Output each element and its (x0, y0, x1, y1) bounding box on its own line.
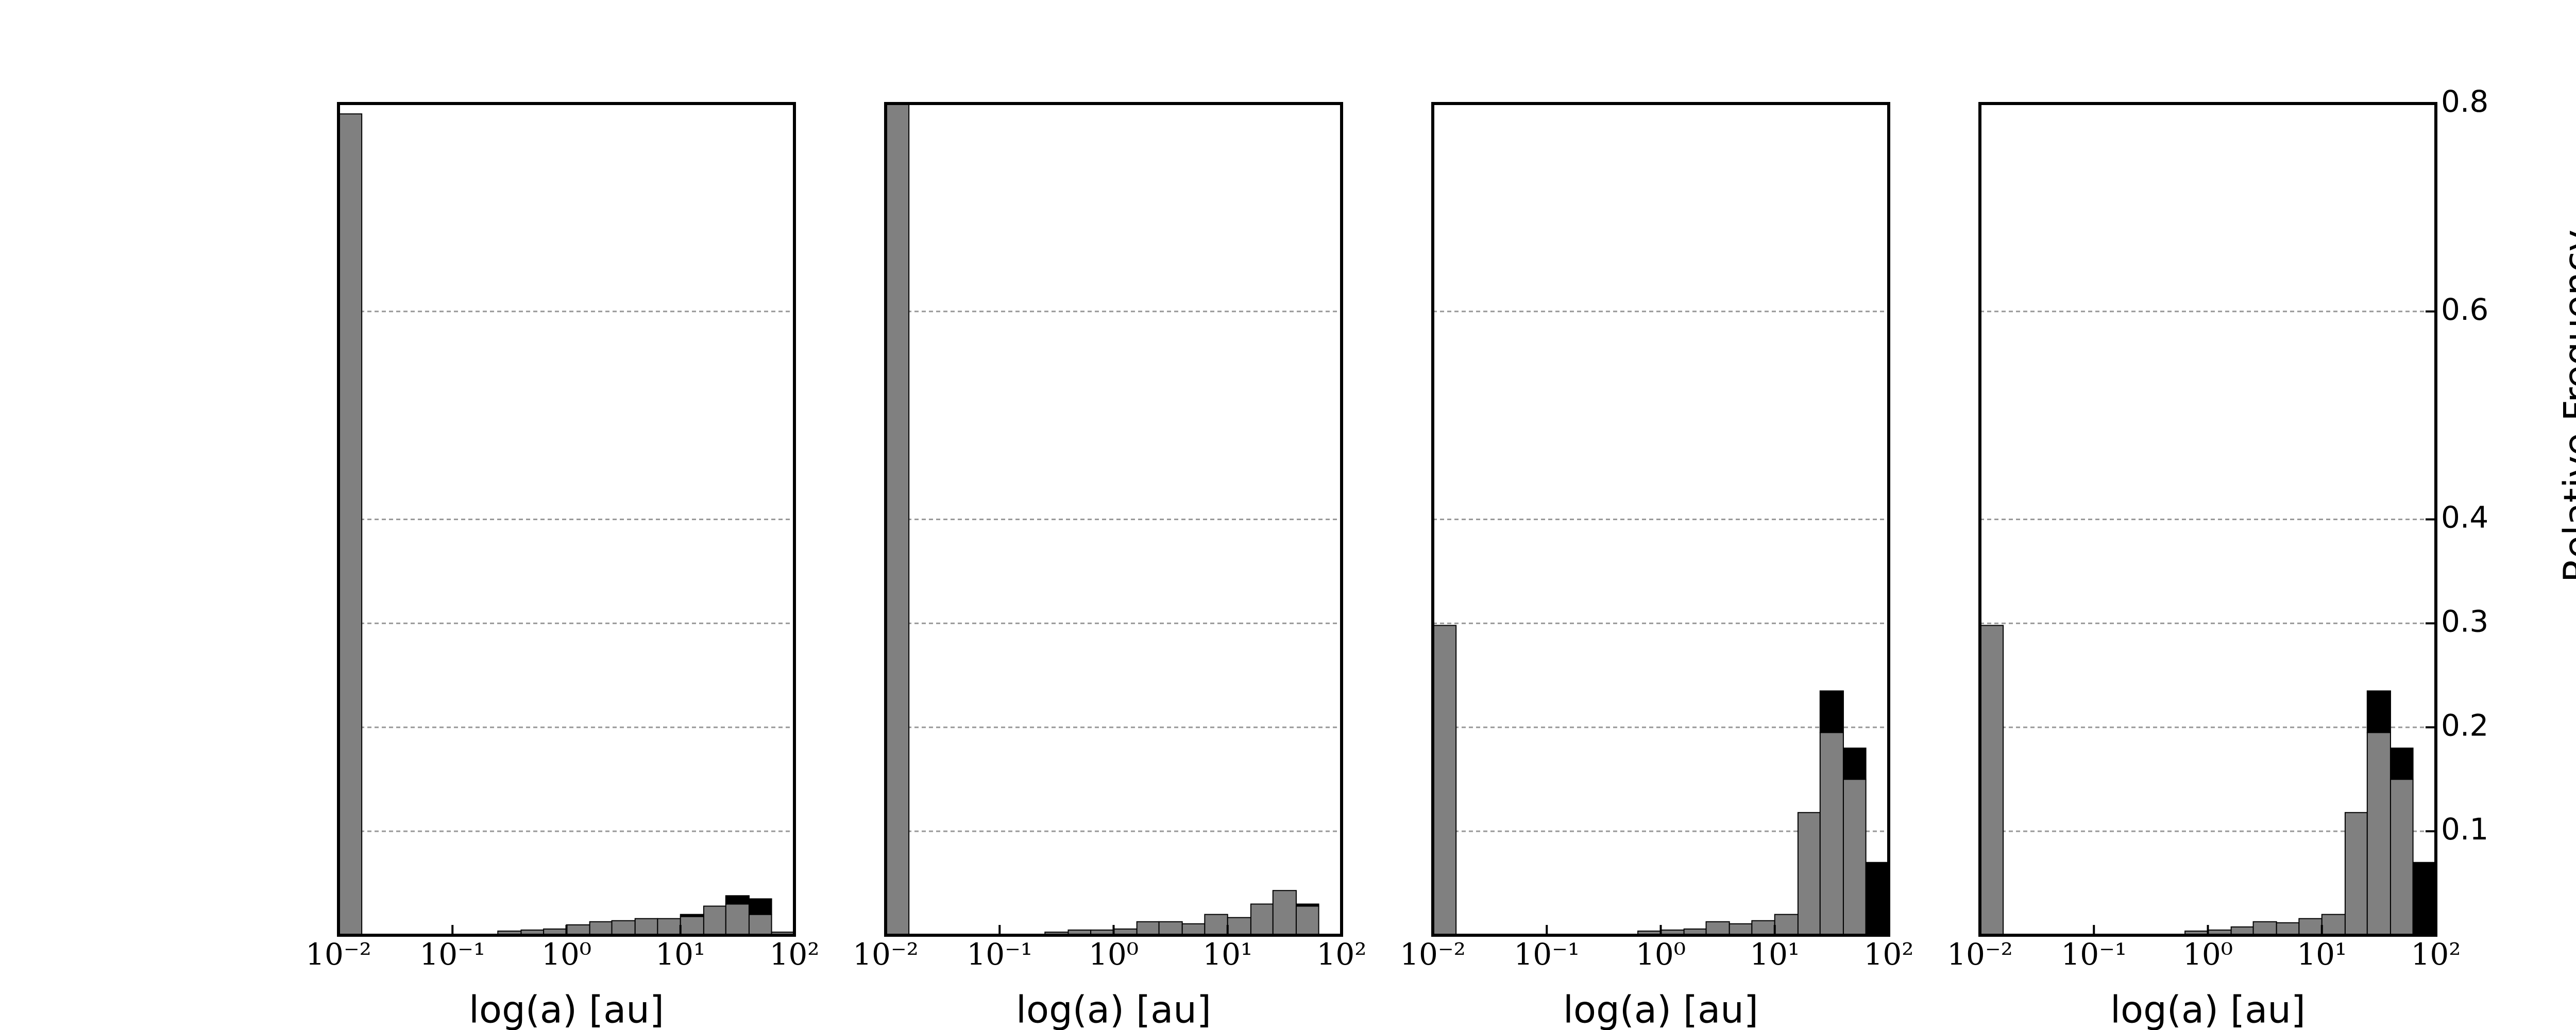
x-tick-label: 10⁻² (1400, 937, 1466, 972)
x-tick-label: 10¹ (1750, 937, 1800, 972)
histogram-bar (1705, 921, 1730, 936)
histogram-bar (1295, 903, 1319, 907)
x-tick-label: 10² (2411, 937, 2461, 972)
histogram-bar (338, 113, 363, 936)
histogram-bar (1979, 625, 2004, 936)
histogram-bar (1250, 903, 1274, 936)
y-tick-label: 0.4 (2441, 500, 2488, 535)
x-tick-label: 10⁰ (1089, 937, 1139, 972)
histogram-bar (2389, 747, 2414, 780)
histogram-bar (2366, 690, 2391, 733)
histogram-bar (1227, 917, 1251, 936)
histogram-bar (703, 905, 726, 936)
x-tick-label: 10⁻¹ (967, 937, 1032, 972)
histogram-bar (2389, 779, 2414, 936)
x-tick-label: 10⁻¹ (1514, 937, 1580, 972)
x-tick-label: 10² (1316, 937, 1366, 972)
histogram-bar (2276, 922, 2300, 936)
histogram-bar (1181, 923, 1206, 936)
histogram-bar (1842, 779, 1867, 936)
x-tick-label: 10⁰ (541, 937, 591, 972)
histogram-bar (1272, 890, 1297, 936)
x-axis-label: log(a) [au] (1016, 988, 1211, 1030)
x-tick-label: 10¹ (1202, 937, 1252, 972)
histogram-bar (1819, 732, 1844, 936)
x-tick-label: 10⁻² (306, 937, 371, 972)
y-tick-label: 0.6 (2441, 292, 2488, 327)
histogram-bar (2321, 914, 2346, 936)
histogram-bar (2298, 918, 2323, 936)
histogram-bar (1295, 905, 1319, 936)
histogram-bar (1774, 914, 1799, 936)
histogram-bar (680, 916, 704, 936)
histogram-bar (2252, 921, 2277, 936)
x-tick-label: 10⁰ (1636, 937, 1686, 972)
histogram-bar (1204, 914, 1228, 936)
x-tick-label: 10⁻² (1947, 937, 2013, 972)
histogram-bar (1842, 747, 1867, 780)
x-tick-label: 10⁻¹ (2061, 937, 2127, 972)
histogram-bar (589, 921, 613, 936)
histogram-bar (725, 895, 750, 905)
x-tick-label: 10² (1863, 937, 1913, 972)
y-tick-label: 0.3 (2441, 604, 2488, 639)
y-axis-label: Relative Frequency (2556, 230, 2576, 582)
histogram-bar (2412, 862, 2436, 936)
x-axis-label: log(a) [au] (2110, 988, 2306, 1030)
x-tick-label: 10¹ (2297, 937, 2347, 972)
histogram-bar (611, 920, 636, 936)
y-tick-label: 0.2 (2441, 708, 2488, 743)
y-tick-label: 0.1 (2441, 812, 2488, 847)
y-tick-label: 0.8 (2441, 84, 2488, 119)
x-tick-label: 10⁻¹ (419, 937, 485, 972)
histogram-bar (1819, 690, 1844, 733)
histogram-bar (2344, 812, 2368, 936)
x-tick-label: 10⁻² (853, 937, 919, 972)
histogram-bar (1136, 921, 1160, 936)
histogram-bar (657, 918, 681, 936)
histogram-bar (2366, 732, 2391, 936)
histogram-bar (1865, 862, 1889, 936)
histogram-bar (748, 898, 772, 915)
histogram-bar (1158, 921, 1183, 936)
histogram-bar (566, 924, 590, 936)
histogram-bar (634, 918, 658, 936)
x-tick-label: 10¹ (655, 937, 705, 972)
x-tick-label: 10⁰ (2183, 937, 2233, 972)
x-tick-label: 10² (769, 937, 819, 972)
x-axis-label: log(a) [au] (1563, 988, 1758, 1030)
histogram-bar (748, 914, 772, 936)
histogram-bar (885, 103, 910, 936)
x-axis-label: log(a) [au] (469, 988, 664, 1030)
histogram-bar (725, 903, 750, 936)
histogram-bar (1797, 812, 1821, 936)
histogram-bar (1432, 625, 1457, 936)
histogram-bar (680, 914, 704, 917)
histogram-bar (1751, 920, 1775, 936)
histogram-bar (1728, 923, 1753, 936)
